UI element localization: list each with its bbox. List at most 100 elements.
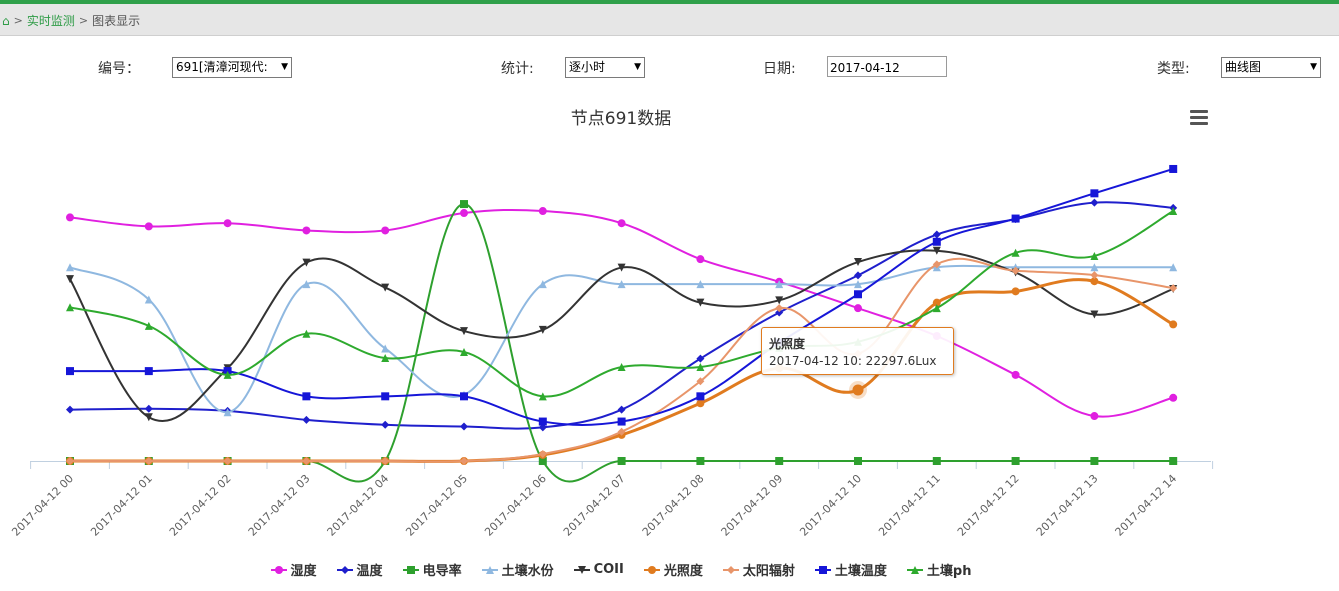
data-point [381,354,390,363]
data-point [144,413,153,422]
data-point [932,304,941,313]
data-point [577,565,586,574]
legend-symbol [481,565,498,574]
data-point [460,457,468,465]
legend-item[interactable]: 湿度 [270,560,317,579]
data-point [617,457,626,465]
legend-label: 土壤ph [926,564,972,579]
data-point [932,260,941,269]
data-point [617,405,626,414]
home-icon[interactable]: ⌂ [2,13,10,28]
data-point [302,415,311,424]
type-select[interactable]: 曲线图 ▼ [1221,57,1321,78]
data-point [1090,263,1099,272]
legend-item[interactable]: 温度 [336,560,383,579]
legend-item[interactable]: COII [573,560,624,579]
data-point [381,283,390,292]
data-point [696,298,705,307]
data-point [144,222,153,231]
x-tick-label: 2017-04-12 10 [797,472,864,539]
data-point [854,271,862,280]
legend-item[interactable]: 土壤温度 [814,560,887,579]
x-tick-label: 2017-04-12 08 [640,472,707,539]
legend-item[interactable]: 土壤水份 [481,560,554,579]
chart-menu-icon[interactable] [1190,110,1210,128]
legend-symbol [270,565,287,574]
legend-symbol [402,565,419,574]
data-point [538,417,547,426]
dropdown-arrow-icon: ▼ [281,62,288,72]
data-point [460,200,468,209]
data-point [66,275,74,284]
stat-select-value: 逐小时 [569,60,606,74]
data-point [406,565,415,574]
data-point [66,303,74,312]
data-point [538,325,547,334]
breadcrumb-current: 图表显示 [92,14,141,28]
date-label: 日期: [763,61,796,77]
data-point [1090,198,1099,207]
stat-select[interactable]: 逐小时 ▼ [565,57,645,78]
data-point [302,457,311,465]
data-point [617,219,626,228]
x-tick-label: 2017-04-12 06 [482,472,549,539]
legend-item[interactable]: 土壤ph [906,560,972,579]
data-point [381,420,390,429]
data-point [696,363,705,372]
data-point [538,207,547,216]
data-point [617,417,626,426]
chart-legend: 湿度 温度 电导率 土壤水份 COII 光照度 太阳辐射 土壤温度 土壤ph [0,560,1242,579]
series-line [69,249,1174,423]
date-input[interactable]: 2017-04-12 [827,56,947,77]
data-point [223,370,232,379]
data-point [1090,457,1099,465]
legend-symbol [814,565,831,574]
series-line [69,208,1174,418]
data-point [726,565,735,574]
legend-label: 土壤水份 [501,564,554,579]
data-point [617,363,626,372]
breadcrumb-link-monitoring[interactable]: 实时监测 [26,14,75,28]
data-point [818,565,827,574]
chevron-right-icon: > [78,14,89,27]
x-tick-label: 2017-04-12 11 [876,472,943,539]
legend-item[interactable]: 电导率 [402,560,462,579]
data-point [223,219,232,228]
x-tick-label: 2017-04-12 03 [246,472,313,539]
data-point [460,209,468,218]
data-point [144,404,153,413]
dropdown-arrow-icon: ▼ [1310,62,1317,72]
type-label: 类型: [1157,61,1190,77]
series-line [69,210,1174,398]
data-point [1090,271,1099,280]
series-line [70,203,1174,483]
dropdown-arrow-icon: ▼ [634,62,641,72]
data-point [617,427,626,436]
data-point [460,327,468,336]
data-point [617,263,626,272]
data-point [1011,370,1020,379]
data-point [1169,284,1178,293]
breadcrumb: ⌂ > 实时监测 > 图表显示 [2,12,140,29]
data-point [144,457,153,465]
data-point [932,457,941,465]
legend-item[interactable]: 光照度 [643,560,703,579]
data-point [460,347,468,356]
data-point [302,329,311,338]
stat-label: 统计: [501,61,534,77]
data-point [775,280,784,289]
data-point [696,392,705,401]
data-point [775,304,784,313]
legend-item[interactable]: 太阳辐射 [722,560,795,579]
node-select[interactable]: 691[清漳河现代: ▼ [172,57,292,78]
data-point [1090,189,1099,198]
line-chart: 2017-04-12 00 2017-04-12 01 2017-04-12 02 2… [9,164,1214,539]
data-point [1090,412,1099,421]
data-point [1090,251,1099,260]
x-tick-label: 2017-04-12 02 [167,472,234,539]
data-point [1169,393,1178,402]
data-point [1169,263,1178,272]
data-point [852,384,864,396]
data-point [66,213,74,222]
data-point [223,408,232,417]
